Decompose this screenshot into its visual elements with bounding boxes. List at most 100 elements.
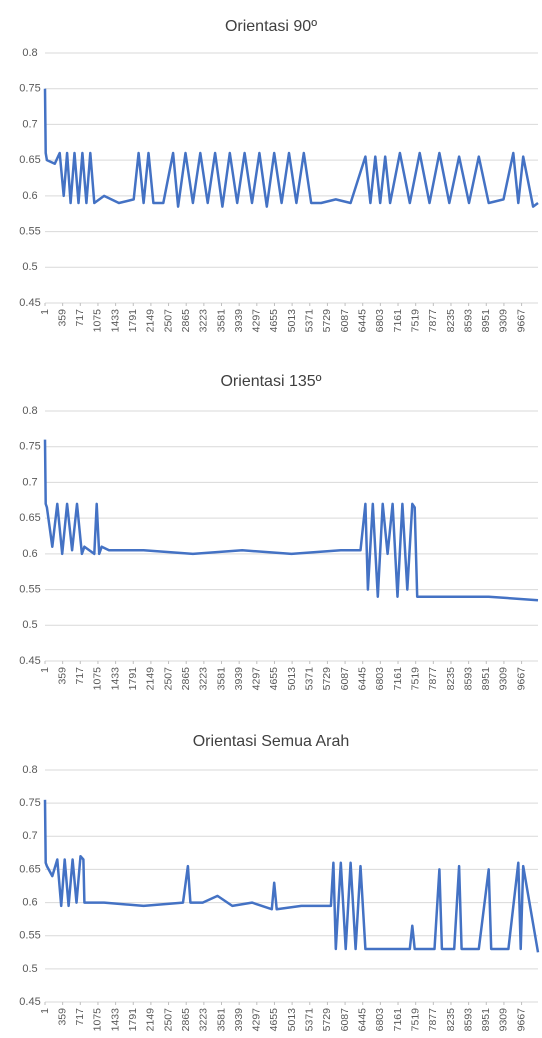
y-tick-label: 0.75 (19, 83, 40, 95)
x-tick-label: 7877 (427, 309, 439, 333)
x-tick-label: 5013 (286, 1008, 298, 1032)
x-tick-label: 717 (74, 309, 86, 327)
x-tick-label: 1433 (109, 1008, 121, 1032)
x-tick-label: 6087 (339, 1008, 351, 1032)
x-tick-label: 8235 (445, 309, 457, 333)
y-tick-label: 0.65 (19, 512, 40, 524)
x-tick-label: 1791 (127, 1008, 139, 1032)
y-tick-label: 0.5 (22, 619, 37, 631)
x-tick-label: 1791 (127, 309, 139, 333)
x-tick-label: 1075 (92, 667, 104, 691)
x-tick-label: 6445 (357, 309, 369, 333)
x-tick-label: 9667 (515, 667, 527, 691)
x-tick-label: 3223 (198, 1008, 210, 1032)
x-tick-label: 4297 (251, 309, 263, 333)
x-tick-label: 9309 (498, 1008, 510, 1032)
x-tick-label: 3581 (215, 309, 227, 333)
x-tick-label: 6087 (339, 667, 351, 691)
x-tick-label: 2507 (162, 667, 174, 691)
x-tick-label: 2865 (180, 309, 192, 333)
y-tick-label: 0.55 (19, 930, 40, 942)
x-tick-label: 8593 (462, 309, 474, 333)
x-tick-label: 4655 (268, 667, 280, 691)
x-tick-label: 5013 (286, 309, 298, 333)
y-tick-label: 0.6 (22, 896, 37, 908)
x-tick-label: 7519 (409, 667, 421, 691)
y-tick-label: 0.65 (19, 863, 40, 875)
y-tick-label: 0.65 (19, 154, 40, 166)
x-tick-label: 359 (56, 1008, 68, 1026)
x-tick-label: 9309 (498, 667, 510, 691)
x-tick-label: 2865 (180, 667, 192, 691)
x-tick-label: 6445 (357, 1008, 369, 1032)
x-tick-label: 8593 (462, 1008, 474, 1032)
x-tick-label: 8951 (480, 667, 492, 691)
x-tick-label: 717 (74, 1008, 86, 1026)
y-tick-label: 0.8 (22, 764, 37, 776)
x-tick-label: 9667 (515, 1008, 527, 1032)
x-tick-label: 2507 (162, 309, 174, 333)
x-tick-label: 8235 (445, 667, 457, 691)
y-tick-label: 0.45 (19, 655, 40, 667)
x-tick-label: 5729 (321, 667, 333, 691)
x-tick-label: 4655 (268, 309, 280, 333)
x-tick-label: 4297 (251, 667, 263, 691)
y-tick-label: 0.8 (22, 47, 37, 59)
x-tick-label: 2507 (162, 1008, 174, 1032)
x-tick-label: 7161 (392, 667, 404, 691)
x-tick-label: 1 (39, 1008, 51, 1014)
x-tick-label: 3939 (233, 667, 245, 691)
x-tick-label: 2149 (145, 1008, 157, 1032)
x-tick-label: 3581 (215, 667, 227, 691)
x-tick-label: 6803 (374, 667, 386, 691)
x-tick-label: 4655 (268, 1008, 280, 1032)
x-tick-label: 1075 (92, 309, 104, 333)
x-tick-label: 7161 (392, 1008, 404, 1032)
y-tick-label: 0.55 (19, 583, 40, 595)
x-tick-label: 7877 (427, 1008, 439, 1032)
x-tick-label: 7161 (392, 309, 404, 333)
x-tick-label: 359 (56, 309, 68, 327)
x-tick-label: 5371 (304, 309, 316, 333)
x-tick-label: 1075 (92, 1008, 104, 1032)
x-tick-label: 8951 (480, 1008, 492, 1032)
x-tick-label: 2149 (145, 309, 157, 333)
y-tick-label: 0.6 (22, 548, 37, 560)
x-tick-label: 6803 (374, 1008, 386, 1032)
y-tick-label: 0.5 (22, 261, 37, 273)
x-tick-label: 8951 (480, 309, 492, 333)
y-tick-label: 0.75 (19, 797, 40, 809)
x-tick-label: 3223 (198, 309, 210, 333)
x-tick-label: 2865 (180, 1008, 192, 1032)
chart-title: Orientasi 135º (220, 373, 321, 390)
x-tick-label: 3223 (198, 667, 210, 691)
x-tick-label: 8235 (445, 1008, 457, 1032)
y-tick-label: 0.8 (22, 405, 37, 417)
x-tick-label: 8593 (462, 667, 474, 691)
x-tick-label: 5729 (321, 1008, 333, 1032)
y-tick-label: 0.5 (22, 963, 37, 975)
x-tick-label: 3581 (215, 1008, 227, 1032)
x-tick-label: 1 (39, 309, 51, 315)
x-tick-label: 6087 (339, 309, 351, 333)
x-tick-label: 717 (74, 667, 86, 685)
x-tick-label: 5371 (304, 667, 316, 691)
y-tick-label: 0.45 (19, 297, 40, 309)
x-tick-label: 4297 (251, 1008, 263, 1032)
x-tick-label: 3939 (233, 309, 245, 333)
y-tick-label: 0.7 (22, 830, 37, 842)
x-tick-label: 1433 (109, 309, 121, 333)
x-tick-label: 2149 (145, 667, 157, 691)
x-tick-label: 1791 (127, 667, 139, 691)
data-line (43, 799, 540, 953)
y-tick-label: 0.7 (22, 476, 37, 488)
x-tick-label: 5371 (304, 1008, 316, 1032)
x-tick-label: 1433 (109, 667, 121, 691)
x-tick-label: 7877 (427, 667, 439, 691)
data-line (43, 88, 539, 208)
x-tick-label: 6445 (357, 667, 369, 691)
x-tick-label: 7519 (409, 1008, 421, 1032)
x-tick-label: 5013 (286, 667, 298, 691)
